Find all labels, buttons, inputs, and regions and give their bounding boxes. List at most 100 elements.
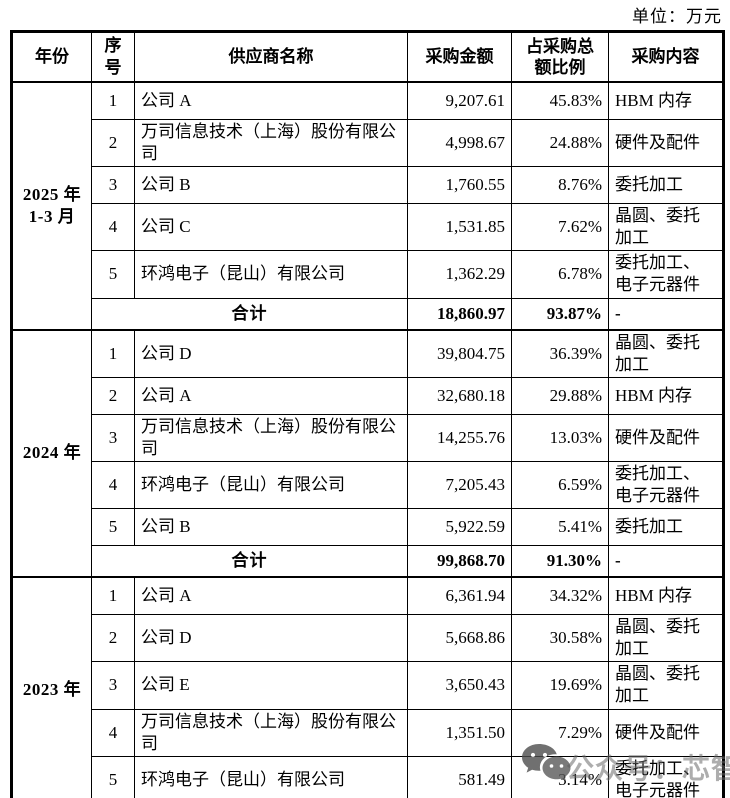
row-number: 2 xyxy=(91,614,135,663)
table-row: 4 环鸿电子（昆山）有限公司 7,205.43 6.59% 委托加工、电子元器件 xyxy=(12,460,724,510)
row-number: 5 xyxy=(91,755,135,798)
supplier-name: 环鸿电子（昆山）有限公司 xyxy=(134,755,408,798)
purchase-content: 委托加工 xyxy=(608,166,724,205)
purchase-content: 委托加工、电子元器件 xyxy=(608,250,724,299)
total-content: - xyxy=(608,297,724,331)
supplier-name: 公司 D xyxy=(134,614,408,663)
purchase-amount: 581.49 xyxy=(407,755,512,798)
row-number: 3 xyxy=(91,413,135,462)
purchase-content: 硬件及配件 xyxy=(608,118,724,168)
header-no: 序号 xyxy=(91,31,135,83)
row-number: 1 xyxy=(91,328,135,378)
total-percentage: 91.30% xyxy=(511,545,609,578)
supplier-name: 环鸿电子（昆山）有限公司 xyxy=(134,250,408,299)
table-row: 2023 年 1 公司 A 6,361.94 34.32% HBM 内存 xyxy=(11,576,724,798)
supplier-name: 公司 D xyxy=(134,328,408,378)
row-number: 4 xyxy=(91,460,135,510)
purchase-percentage: 3.14% xyxy=(511,755,609,798)
purchase-amount: 3,650.43 xyxy=(407,661,512,710)
table-header: 年份 序号 供应商名称 采购金额 占采购总 额比例 采购内容 xyxy=(11,31,724,83)
purchase-amount: 7,205.43 xyxy=(407,460,512,510)
header-content: 采购内容 xyxy=(608,31,724,83)
purchase-percentage: 19.69% xyxy=(511,661,609,710)
purchase-content: 晶圆、委托加工 xyxy=(608,328,724,378)
procurement-table: 年份 序号 供应商名称 采购金额 占采购总 额比例 采购内容 2025 年 1-… xyxy=(10,30,725,798)
supplier-name: 公司 E xyxy=(134,661,408,710)
purchase-percentage: 34.32% xyxy=(511,576,609,616)
purchase-percentage: 5.41% xyxy=(511,508,609,547)
row-number: 1 xyxy=(91,81,135,120)
supplier-name: 万司信息技术（上海）股份有限公司 xyxy=(134,708,408,757)
table-row: 3 公司 E 3,650.43 19.69% 晶圆、委托加工 xyxy=(12,661,724,710)
table-row: 5 公司 B 5,922.59 5.41% 委托加工 xyxy=(12,508,724,547)
total-percentage: 93.87% xyxy=(511,297,609,331)
purchase-amount: 1,760.55 xyxy=(407,166,512,205)
supplier-name: 公司 B xyxy=(134,508,408,547)
table-row: 2 万司信息技术（上海）股份有限公司 4,998.67 24.88% 硬件及配件 xyxy=(12,118,724,168)
purchase-amount: 5,922.59 xyxy=(407,508,512,547)
supplier-name: 公司 A xyxy=(134,376,408,415)
purchase-percentage: 30.58% xyxy=(511,614,609,663)
purchase-content: 晶圆、委托加工 xyxy=(608,203,724,252)
row-number: 4 xyxy=(91,203,135,252)
total-amount: 18,860.97 xyxy=(407,297,512,331)
header-supplier: 供应商名称 xyxy=(134,31,408,83)
year-cell: 2025 年 1-3 月 xyxy=(11,81,92,331)
row-number: 4 xyxy=(91,708,135,757)
total-row: 合计 18,860.97 93.87% - xyxy=(12,297,724,331)
header-row: 年份 序号 供应商名称 采购金额 占采购总 额比例 采购内容 xyxy=(11,31,724,83)
purchase-amount: 1,362.29 xyxy=(407,250,512,299)
row-number: 1 xyxy=(91,576,135,616)
purchase-content: 硬件及配件 xyxy=(608,413,724,462)
supplier-name: 环鸿电子（昆山）有限公司 xyxy=(134,460,408,510)
purchase-percentage: 29.88% xyxy=(511,376,609,415)
purchase-amount: 9,207.61 xyxy=(407,81,512,120)
row-number: 3 xyxy=(91,661,135,710)
purchase-percentage: 36.39% xyxy=(511,328,609,378)
purchase-content: 硬件及配件 xyxy=(608,708,724,757)
purchase-amount: 32,680.18 xyxy=(407,376,512,415)
purchase-content: 委托加工、电子元器件 xyxy=(608,460,724,510)
header-amount: 采购金额 xyxy=(407,31,512,83)
row-number: 3 xyxy=(91,166,135,205)
purchase-amount: 1,351.50 xyxy=(407,708,512,757)
total-label: 合计 xyxy=(91,297,408,331)
purchase-content: 晶圆、委托加工 xyxy=(608,661,724,710)
purchase-amount: 5,668.86 xyxy=(407,614,512,663)
unit-label: 单位：万元 xyxy=(632,7,722,26)
purchase-amount: 4,998.67 xyxy=(407,118,512,168)
purchase-content: HBM 内存 xyxy=(608,376,724,415)
total-amount: 99,868.70 xyxy=(407,545,512,578)
table-row: 4 万司信息技术（上海）股份有限公司 1,351.50 7.29% 硬件及配件 xyxy=(12,708,724,757)
purchase-percentage: 7.62% xyxy=(511,203,609,252)
table-row: 3 公司 B 1,760.55 8.76% 委托加工 xyxy=(12,166,724,205)
year-cell: 2023 年 xyxy=(11,576,92,798)
table-row: 3 万司信息技术（上海）股份有限公司 14,255.76 13.03% 硬件及配件 xyxy=(12,413,724,462)
purchase-content: 晶圆、委托加工 xyxy=(608,614,724,663)
purchase-content: HBM 内存 xyxy=(608,576,724,616)
table-row: 5 环鸿电子（昆山）有限公司 1,362.29 6.78% 委托加工、电子元器件 xyxy=(12,250,724,299)
table-row: 4 公司 C 1,531.85 7.62% 晶圆、委托加工 xyxy=(12,203,724,252)
row-number: 5 xyxy=(91,508,135,547)
table-row: 2 公司 D 5,668.86 30.58% 晶圆、委托加工 xyxy=(12,614,724,663)
purchase-percentage: 8.76% xyxy=(511,166,609,205)
purchase-amount: 39,804.75 xyxy=(407,328,512,378)
purchase-amount: 14,255.76 xyxy=(407,413,512,462)
row-number: 2 xyxy=(91,376,135,415)
table-row: 2024 年 1 公司 D 39,804.75 36.39% 晶圆、委托加工 xyxy=(11,328,724,578)
table-body: 2025 年 1-3 月 1 公司 A 9,207.61 45.83% HBM 内存 2 万司… xyxy=(11,81,724,798)
purchase-percentage: 6.59% xyxy=(511,460,609,510)
purchase-amount: 6,361.94 xyxy=(407,576,512,616)
purchase-content: 委托加工、电子元器件 xyxy=(608,755,724,798)
purchase-content: 委托加工 xyxy=(608,508,724,547)
purchase-content: HBM 内存 xyxy=(608,81,724,120)
total-row: 合计 99,868.70 91.30% - xyxy=(12,545,724,578)
table-row: 5 环鸿电子（昆山）有限公司 581.49 3.14% 委托加工、电子元器件 xyxy=(12,755,724,798)
supplier-name: 公司 A xyxy=(134,81,408,120)
row-number: 2 xyxy=(91,118,135,168)
purchase-amount: 1,531.85 xyxy=(407,203,512,252)
supplier-name: 万司信息技术（上海）股份有限公司 xyxy=(134,413,408,462)
year-cell: 2024 年 xyxy=(11,328,92,578)
row-number: 5 xyxy=(91,250,135,299)
